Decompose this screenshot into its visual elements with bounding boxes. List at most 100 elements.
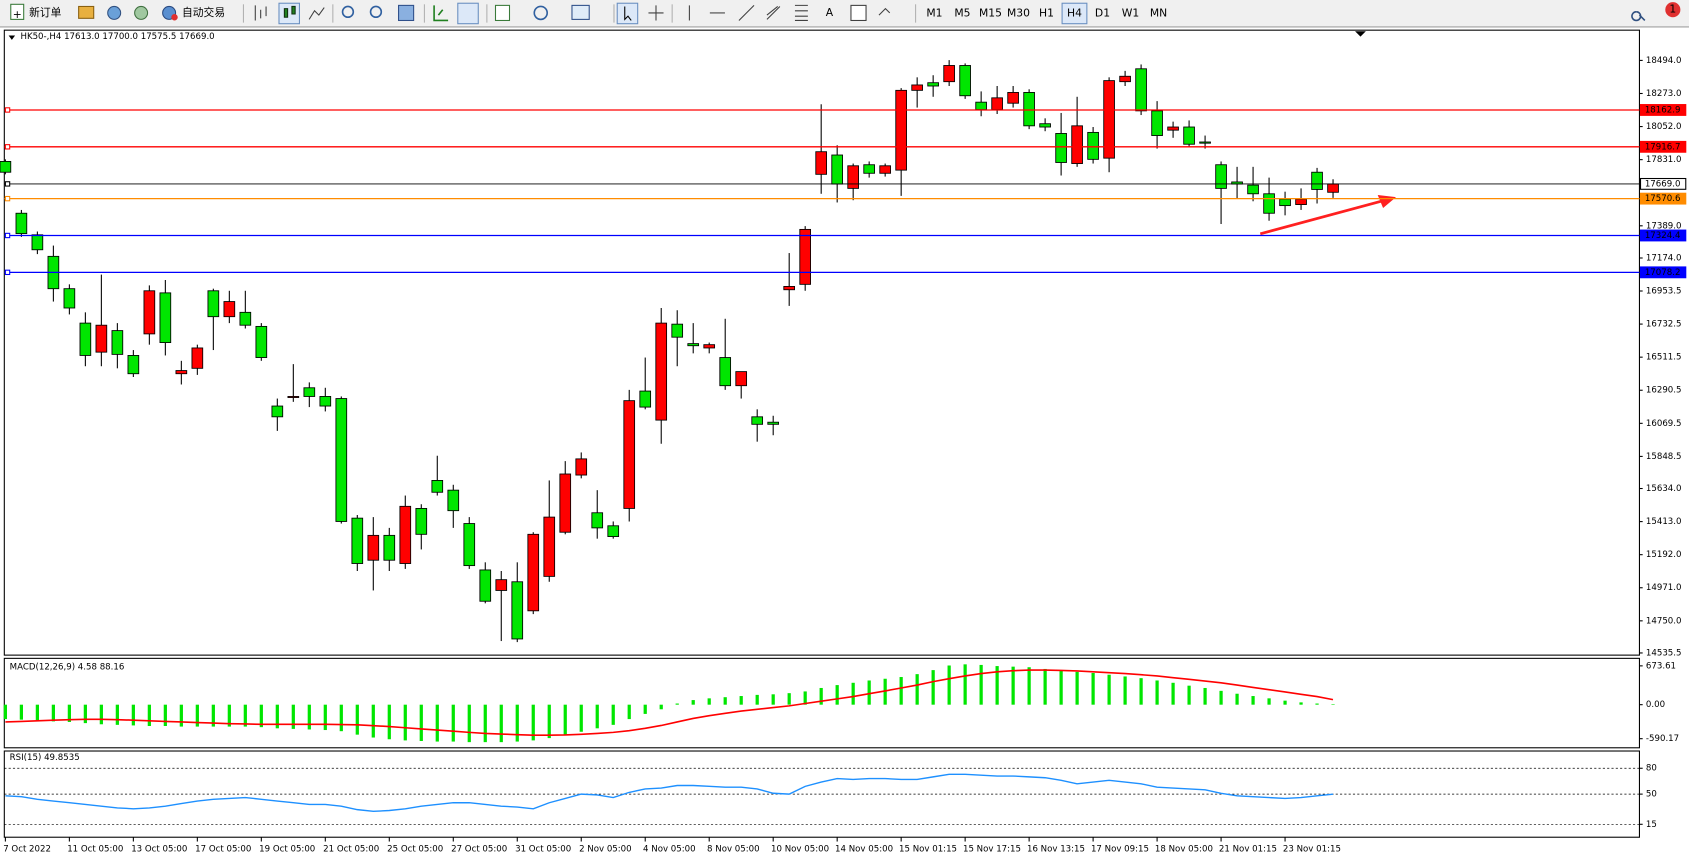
label-tool-button[interactable] — [850, 4, 867, 22]
new-order-button[interactable]: + 新订单 — [10, 3, 62, 21]
macd-bar — [867, 680, 871, 705]
macd-bar — [435, 704, 439, 742]
price-line-tag — [1639, 177, 1687, 190]
x-tick-label: 17 Oct 05:00 — [195, 845, 251, 855]
macd-bar — [595, 704, 599, 729]
timeframe-label: M1 — [926, 6, 942, 19]
price-line-tag — [1639, 266, 1687, 279]
candle-body — [175, 370, 188, 375]
candle-body — [367, 534, 380, 561]
indicators-button[interactable] — [494, 4, 511, 22]
tile-button[interactable] — [398, 4, 415, 22]
bar-chart-button[interactable] — [254, 5, 267, 21]
new-order-label: 新订单 — [29, 6, 62, 19]
macd-bar — [483, 704, 487, 743]
text-tool-icon[interactable]: A — [826, 6, 834, 19]
candle-chart-button[interactable] — [278, 2, 300, 25]
macd-bar — [387, 704, 391, 740]
x-tick-label: 19 Oct 05:00 — [259, 845, 315, 855]
line-chart-button[interactable] — [308, 7, 325, 20]
candle-body — [1295, 198, 1307, 205]
x-tick-label: 11 Oct 05:00 — [67, 845, 123, 855]
macd-bar — [707, 698, 711, 705]
timeframe-button[interactable] — [1061, 2, 1088, 25]
macd-bar — [1011, 666, 1015, 705]
periods-button[interactable] — [533, 5, 549, 21]
macd-bar — [1267, 698, 1271, 705]
candle-body — [1151, 110, 1163, 136]
macd-bar — [1059, 670, 1063, 705]
channel-button[interactable] — [766, 6, 781, 20]
macd-bar — [1123, 676, 1127, 705]
icon-button[interactable] — [107, 5, 122, 20]
macd-bar — [243, 704, 247, 727]
candle-body — [143, 290, 156, 335]
candle-body — [751, 416, 764, 425]
macd-bar — [979, 664, 983, 705]
macd-bar — [771, 694, 775, 705]
macd-bar — [1043, 668, 1047, 705]
candle-body — [719, 357, 732, 387]
macd-bar — [1251, 696, 1255, 705]
y-tick-label: -590.17 — [1646, 734, 1679, 744]
macd-bar — [131, 704, 135, 726]
icon-button[interactable] — [78, 5, 95, 19]
candle-body — [799, 228, 812, 285]
macd-bar — [675, 703, 679, 705]
zoom-out-button[interactable] — [369, 5, 383, 19]
search-button[interactable] — [1631, 11, 1646, 22]
macd-bar — [1315, 703, 1319, 705]
chart-window: HK50-,H4 17613.0 17700.0 17575.5 17669.0… — [0, 29, 1687, 855]
macd-bar — [931, 670, 935, 705]
candle-body — [671, 323, 684, 338]
x-tick-label: 8 Nov 05:00 — [707, 845, 760, 855]
candle-body — [607, 525, 620, 537]
icon-button[interactable] — [134, 5, 149, 20]
candle-body — [815, 151, 827, 175]
candle-body — [911, 84, 923, 91]
timeframe-label: M15 — [979, 6, 1002, 19]
candle-body — [1119, 75, 1131, 83]
macd-bar — [451, 704, 455, 742]
arrows-button[interactable] — [878, 7, 891, 16]
candle-body — [255, 325, 268, 358]
candle-body — [975, 101, 987, 111]
price-line-label: 18162.9 — [1645, 105, 1681, 115]
candle-body — [495, 579, 508, 591]
candle-body — [863, 164, 875, 174]
macd-bar — [307, 704, 311, 730]
cursor-button[interactable] — [616, 2, 639, 25]
candle-body — [1007, 92, 1019, 104]
x-tick-label: 21 Oct 05:00 — [323, 845, 379, 855]
macd-bar — [515, 704, 519, 742]
macd-bar — [963, 664, 967, 705]
auto-trading-label: 自动交易 — [182, 6, 225, 19]
macd-bar — [1091, 672, 1095, 705]
auto-trading-button[interactable]: 自动交易 — [162, 5, 225, 21]
candle-body — [1279, 198, 1291, 207]
fibo-button[interactable] — [794, 4, 808, 22]
macd-bar — [819, 687, 823, 705]
crosshair-button[interactable] — [648, 5, 664, 21]
y-tick-label: 18052.0 — [1646, 122, 1682, 132]
macd-bar — [563, 704, 567, 736]
candle-body — [767, 421, 780, 425]
candle-body — [1327, 183, 1339, 193]
price-pane-border — [3, 29, 1640, 656]
macd-bar — [67, 704, 71, 722]
macd-bar — [275, 704, 279, 729]
notification-badge[interactable] — [1665, 2, 1681, 18]
macd-bar — [1283, 700, 1287, 705]
zoom-in-button[interactable] — [341, 5, 355, 19]
candle-body — [655, 322, 668, 421]
macd-bar — [467, 704, 471, 743]
candle-body — [1087, 131, 1099, 160]
macd-bar — [259, 704, 263, 728]
macd-bar — [291, 704, 295, 729]
autoscroll-button[interactable] — [433, 5, 449, 22]
chart-shift-button[interactable] — [457, 2, 479, 25]
timeframe-bar: M1 M5 M15 M30 H1 H4 D1 W1 MN — [926, 2, 1167, 25]
candle-body — [479, 569, 492, 602]
templates-button[interactable] — [571, 4, 590, 20]
trendline-button[interactable] — [738, 5, 755, 21]
